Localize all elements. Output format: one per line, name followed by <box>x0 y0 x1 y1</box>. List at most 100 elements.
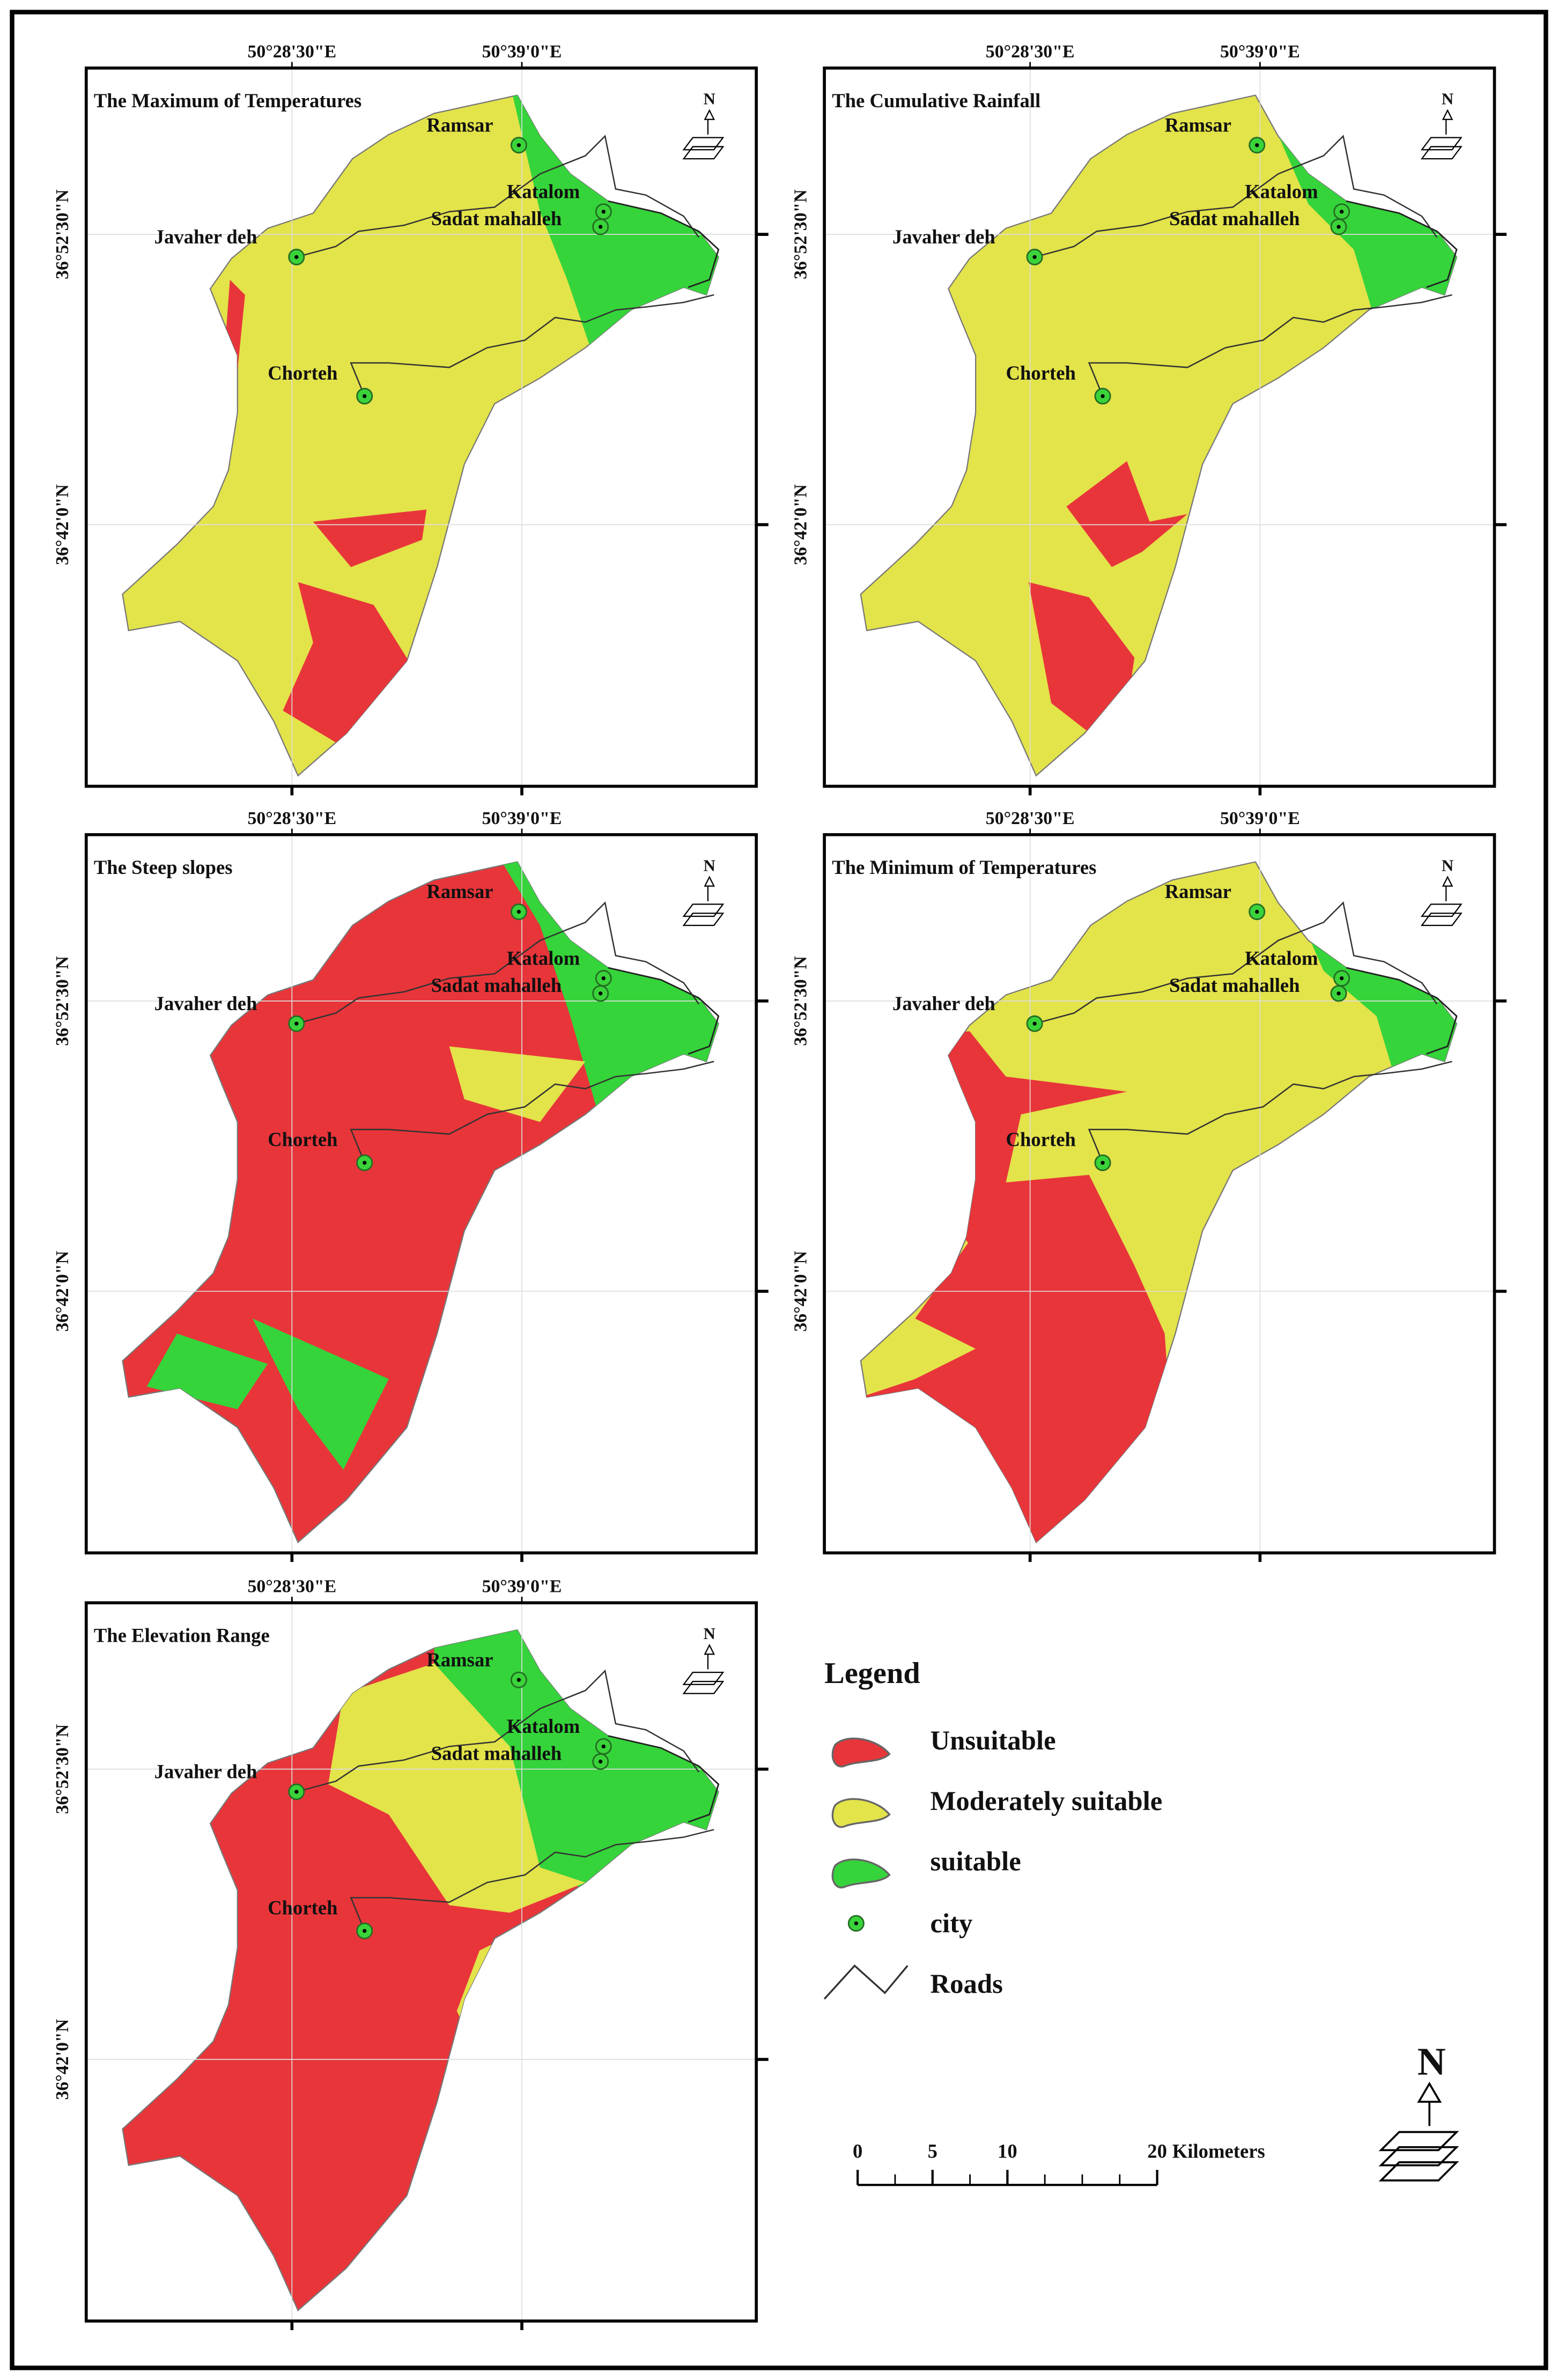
city-dot <box>599 225 603 229</box>
panel-title: The Elevation Range <box>94 1625 270 1647</box>
zone <box>449 1046 586 1122</box>
city-dot <box>516 1678 521 1682</box>
coastline <box>1346 967 1458 1055</box>
city-dot <box>363 1161 367 1165</box>
city-label: Sadat mahalleh <box>431 207 562 229</box>
legend: Legend Unsuitable Moderately suitable suit… <box>823 1657 1162 2000</box>
road <box>296 901 700 1025</box>
scale-label: 5 <box>928 2140 937 2162</box>
north-label: N <box>703 856 715 874</box>
road <box>296 135 700 258</box>
city-label: Ramsar <box>426 1649 493 1671</box>
zone <box>313 509 427 567</box>
panel-border <box>84 833 758 1555</box>
panel-border <box>84 1601 758 2323</box>
map-panel: The Steep slopes 50°28'30"E 50°39'0"E 36°52… <box>53 809 769 1562</box>
longitude-label: 50°39'0"E <box>482 42 562 62</box>
city-label: Sadat mahalleh <box>431 1743 562 1764</box>
scale-unit: Kilometers <box>1172 2140 1265 2162</box>
city-dot <box>1032 1021 1037 1026</box>
coastline <box>608 967 720 1055</box>
north-arrow <box>1420 876 1463 926</box>
city-label: Katalom <box>507 180 580 202</box>
city-dot <box>1337 225 1341 229</box>
north-label: N <box>703 90 715 108</box>
north-label: N <box>1442 90 1453 108</box>
city-label: Sadat mahalleh <box>1169 974 1299 996</box>
longitude-label: 50°39'0"E <box>482 1577 562 1597</box>
city-dot <box>516 909 521 914</box>
coastline <box>608 200 720 288</box>
zone <box>328 1663 586 1913</box>
legend-swatch <box>831 1858 891 1889</box>
legend-swatch <box>831 1798 891 1828</box>
city-label: Katalom <box>507 947 580 969</box>
city-label: Ramsar <box>426 114 493 136</box>
city-label: Ramsar <box>1165 114 1231 136</box>
city-dot <box>599 1759 603 1764</box>
city-label: Chorteh <box>1006 362 1076 384</box>
longitude-label: 50°28'30"E <box>986 42 1075 62</box>
city-dot <box>294 1790 299 1794</box>
scale-label: 0 <box>853 2140 862 2162</box>
city-label: Sadat mahalleh <box>1169 207 1299 229</box>
city-dot <box>599 991 603 996</box>
north-label: N <box>1417 2040 1446 2083</box>
city-dot <box>1101 394 1105 398</box>
city-dot <box>1340 210 1344 214</box>
panel-border <box>823 833 1496 1555</box>
road <box>1034 901 1438 1025</box>
city-dot <box>1337 991 1341 996</box>
map-body <box>86 1603 757 2322</box>
city-label: Katalom <box>1245 947 1318 969</box>
panel-border <box>84 66 758 788</box>
panel-border <box>823 66 1496 788</box>
city-dot <box>294 255 299 259</box>
city-label: Javaher deh <box>154 1761 257 1783</box>
north-arrow <box>682 876 725 926</box>
panel-title: The Steep slopes <box>94 856 233 878</box>
city-label: Chorteh <box>268 1129 337 1151</box>
city-dot <box>1340 976 1344 981</box>
longitude-label: 50°28'30"E <box>247 42 336 62</box>
scale-label: 10 <box>998 2140 1017 2162</box>
map-panel: The Elevation Range 50°28'30"E 50°39'0"E 36… <box>53 1577 769 2330</box>
city-label: Ramsar <box>426 880 493 902</box>
map-body <box>86 834 757 1553</box>
city-label: Chorteh <box>268 362 337 384</box>
latitude-label: 36°52'30"N <box>53 189 72 279</box>
city-label: Javaher deh <box>154 226 257 248</box>
road <box>350 294 714 397</box>
panel-title: The Maximum of Temperatures <box>94 90 361 112</box>
legend-city-dot <box>854 1921 859 1925</box>
city-dot <box>1255 909 1259 914</box>
road <box>350 1829 714 1931</box>
longitude-label: 50°39'0"E <box>1220 42 1300 62</box>
latitude-label: 36°42'0"N <box>791 484 810 565</box>
longitude-label: 50°28'30"E <box>247 1577 336 1597</box>
city-label: Chorteh <box>1006 1129 1076 1151</box>
scale-label: 20 <box>1147 2140 1167 2162</box>
latitude-label: 36°52'30"N <box>791 189 810 279</box>
panel-title: The Minimum of Temperatures <box>832 856 1096 878</box>
coastline <box>1346 200 1458 288</box>
city-dot <box>1032 255 1037 259</box>
north-arrow <box>1378 2081 1459 2182</box>
zone <box>253 1318 389 1470</box>
city-label: Ramsar <box>1165 880 1231 902</box>
longitude-label: 50°39'0"E <box>482 809 562 828</box>
north-arrow <box>1420 109 1463 160</box>
city-dot <box>601 976 606 981</box>
latitude-label: 36°52'30"N <box>791 956 810 1046</box>
city-dot <box>294 1021 299 1026</box>
latitude-label: 36°42'0"N <box>53 1251 72 1332</box>
legend-label: suitable <box>931 1847 1021 1877</box>
city-label: Chorteh <box>268 1896 337 1918</box>
longitude-label: 50°39'0"E <box>1220 809 1300 828</box>
city-label: Javaher deh <box>892 226 995 248</box>
city-dot <box>601 210 606 214</box>
city-label: Katalom <box>507 1715 580 1737</box>
north-arrow <box>682 1643 725 1694</box>
longitude-label: 50°28'30"E <box>986 809 1075 828</box>
